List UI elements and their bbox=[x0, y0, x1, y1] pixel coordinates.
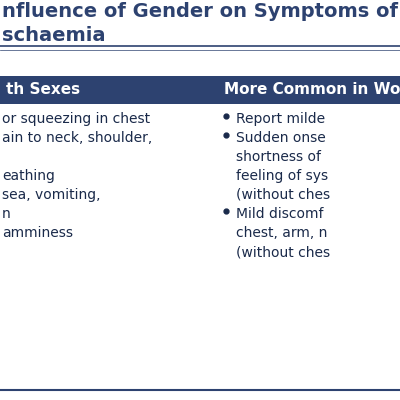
Text: chest, arm, n: chest, arm, n bbox=[236, 226, 327, 240]
Text: or squeezing in chest: or squeezing in chest bbox=[2, 112, 150, 126]
Text: schaemia: schaemia bbox=[2, 26, 106, 45]
Text: Mild discomf: Mild discomf bbox=[236, 207, 324, 221]
FancyBboxPatch shape bbox=[0, 104, 400, 390]
Text: n: n bbox=[2, 207, 11, 221]
Text: ain to neck, shoulder,: ain to neck, shoulder, bbox=[2, 131, 152, 145]
Text: nfluence of Gender on Symptoms of Myocardial: nfluence of Gender on Symptoms of Myocar… bbox=[2, 2, 400, 21]
Text: amminess: amminess bbox=[2, 226, 73, 240]
FancyBboxPatch shape bbox=[0, 76, 400, 104]
Text: More Common in Women: More Common in Women bbox=[224, 82, 400, 98]
Text: feeling of sys: feeling of sys bbox=[236, 169, 328, 183]
Text: eathing: eathing bbox=[2, 169, 55, 183]
Text: Sudden onse: Sudden onse bbox=[236, 131, 326, 145]
Text: (without ches: (without ches bbox=[236, 188, 330, 202]
Text: (without ches: (without ches bbox=[236, 245, 330, 259]
Text: th Sexes: th Sexes bbox=[6, 82, 80, 98]
Text: Report milde: Report milde bbox=[236, 112, 325, 126]
Text: shortness of: shortness of bbox=[236, 150, 321, 164]
Text: sea, vomiting,: sea, vomiting, bbox=[2, 188, 100, 202]
